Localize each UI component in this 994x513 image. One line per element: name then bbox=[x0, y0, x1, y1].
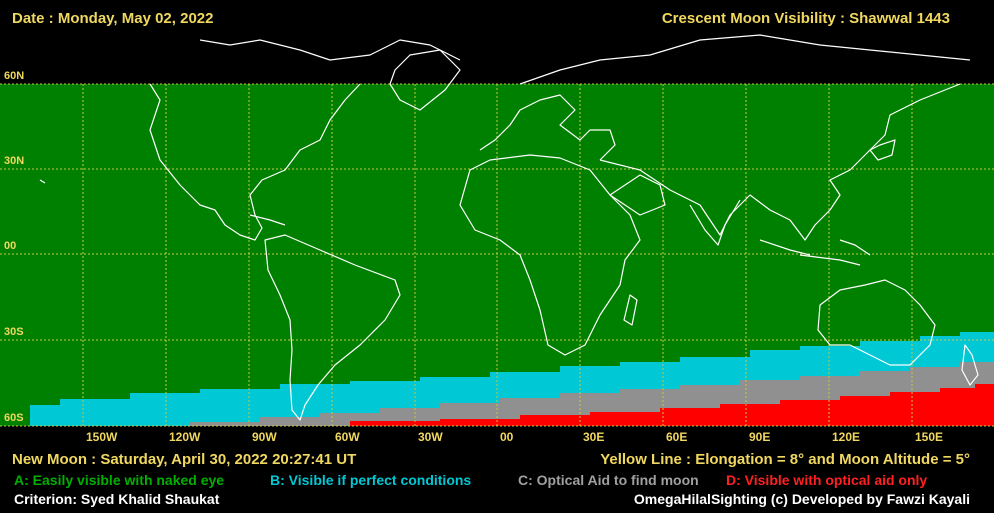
yellow-line-label: Yellow Line : Elongation = 8° and Moon A… bbox=[600, 451, 970, 468]
south-america-coast bbox=[264, 234, 401, 421]
lat-label-30n: 30N bbox=[4, 155, 25, 167]
criterion-label: Criterion: Syed Khalid Shaukat bbox=[14, 491, 220, 507]
australia-coast bbox=[817, 279, 936, 366]
lon-label-150e: 150E bbox=[915, 430, 944, 444]
legend-zone-c: C: Optical Aid to find moon bbox=[518, 472, 699, 488]
lat-label-00: 00 bbox=[4, 240, 17, 252]
map-title: Crescent Moon Visibility : Shawwal 1443 bbox=[661, 10, 950, 27]
lat-label-60n: 60N bbox=[4, 70, 25, 82]
zone-d-area bbox=[350, 384, 994, 426]
legend-zone-d: D: Visible with optical aid only bbox=[726, 472, 928, 488]
greenland-coast bbox=[389, 49, 461, 111]
lon-label-00: 00 bbox=[500, 430, 514, 444]
lon-label-90e: 90E bbox=[749, 430, 771, 444]
africa-coast bbox=[459, 154, 641, 356]
legend-zone-b: B: Visible if perfect conditions bbox=[270, 472, 472, 488]
lon-label-90w: 90W bbox=[252, 430, 277, 444]
credit-label: OmegaHilalSighting (c) Developed by Fawz… bbox=[633, 491, 970, 507]
legend-zone-a: A: Easily visible with naked eye bbox=[14, 472, 225, 488]
europe-coast bbox=[479, 94, 616, 161]
coastlines bbox=[39, 34, 979, 421]
lon-label-60e: 60E bbox=[666, 430, 688, 444]
lon-label-30e: 30E bbox=[583, 430, 605, 444]
lon-label-60w: 60W bbox=[335, 430, 360, 444]
new-moon-label: New Moon : Saturday, April 30, 2022 20:2… bbox=[12, 451, 357, 468]
lat-label-30s: 30S bbox=[4, 326, 24, 338]
asia-coast bbox=[599, 83, 961, 241]
lon-label-150w: 150W bbox=[86, 430, 118, 444]
north-america-coast bbox=[149, 83, 361, 241]
lon-label-120w: 120W bbox=[169, 430, 201, 444]
lon-label-30w: 30W bbox=[418, 430, 443, 444]
date-label: Date : Monday, May 02, 2022 bbox=[12, 10, 214, 27]
lat-label-60s: 60S bbox=[4, 412, 24, 424]
lon-label-120e: 120E bbox=[832, 430, 861, 444]
